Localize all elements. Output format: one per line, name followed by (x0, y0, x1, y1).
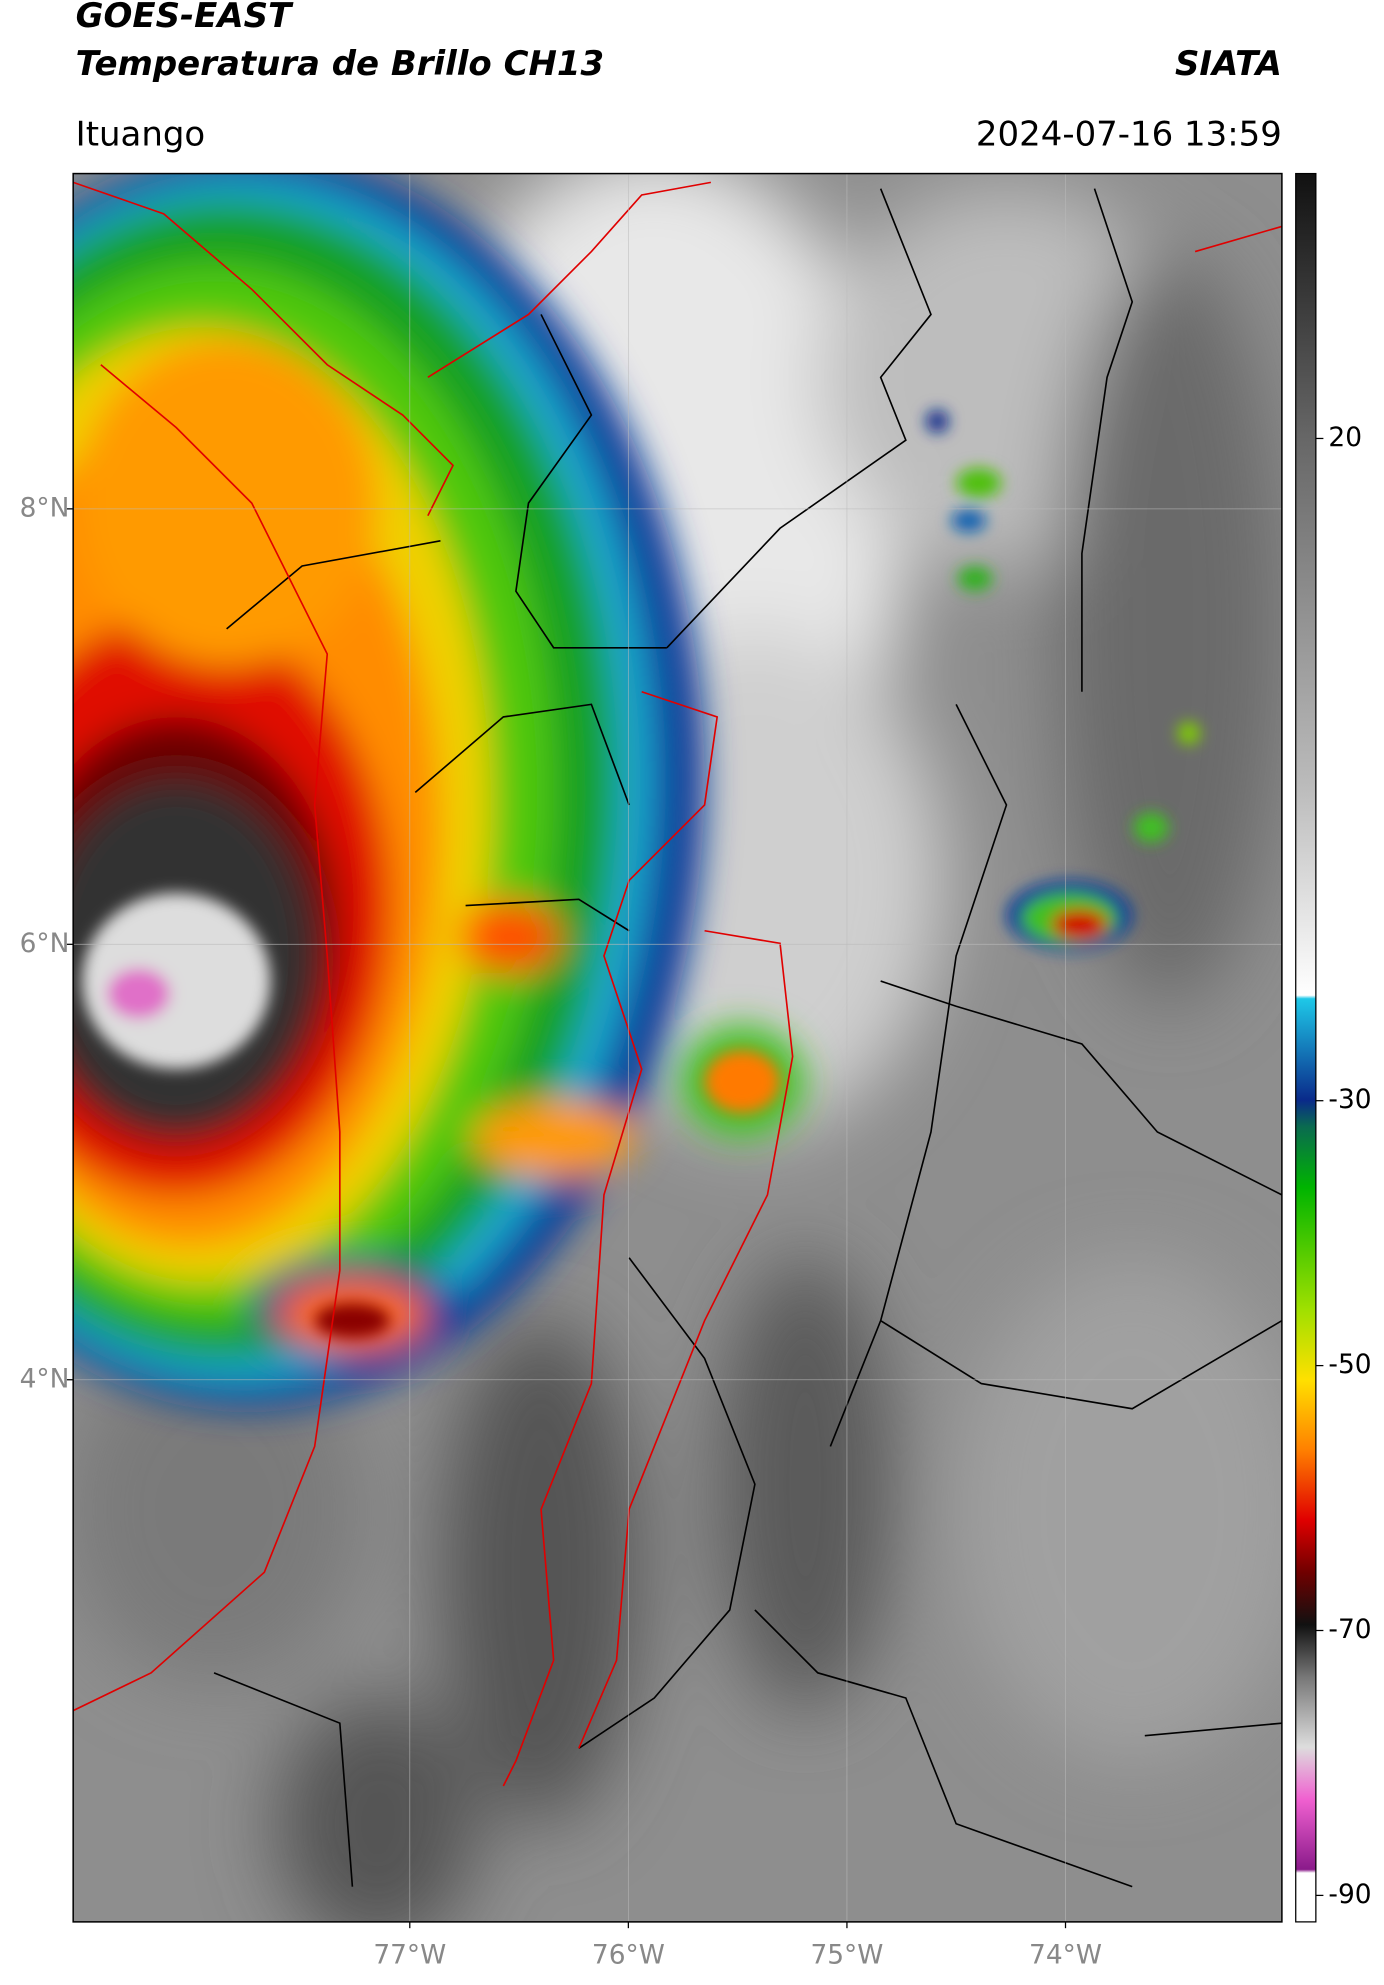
colorbar-tick-label: 20 (1328, 422, 1362, 453)
colorbar-tick-label: -50 (1328, 1349, 1371, 1380)
colorbar-tick-label: -90 (1328, 1879, 1371, 1910)
satellite-image (73, 173, 1282, 1922)
colorbar (1295, 172, 1317, 1923)
datetime: 2024-07-16 13:59 (976, 114, 1282, 154)
satellite-title: GOES-EAST (76, 0, 294, 36)
lon-tick-label: 74°W (1029, 1939, 1102, 1970)
lon-tick-label: 77°W (373, 1939, 446, 1970)
colorbar-tick-label: -70 (1328, 1614, 1371, 1645)
colorbar-tick-label: -30 (1328, 1084, 1371, 1115)
agency: SIATA (1175, 44, 1282, 84)
location: Ituango (76, 114, 206, 154)
map-frame (72, 172, 1283, 1923)
lat-tick-label: 6°N (20, 928, 70, 959)
lon-tick-label: 75°W (810, 1939, 883, 1970)
product-title: Temperatura de Brillo CH13 (76, 44, 604, 84)
grid (73, 173, 1282, 1922)
lon-tick-label: 76°W (592, 1939, 665, 1970)
lat-tick-label: 4°N (20, 1363, 70, 1394)
ticks: 8°N 6°N 4°N 77°W 76°W 75°W 74°W 20 -30 -50 -70 -90 (20, 422, 1372, 1970)
lat-tick-label: 8°N (20, 492, 70, 523)
